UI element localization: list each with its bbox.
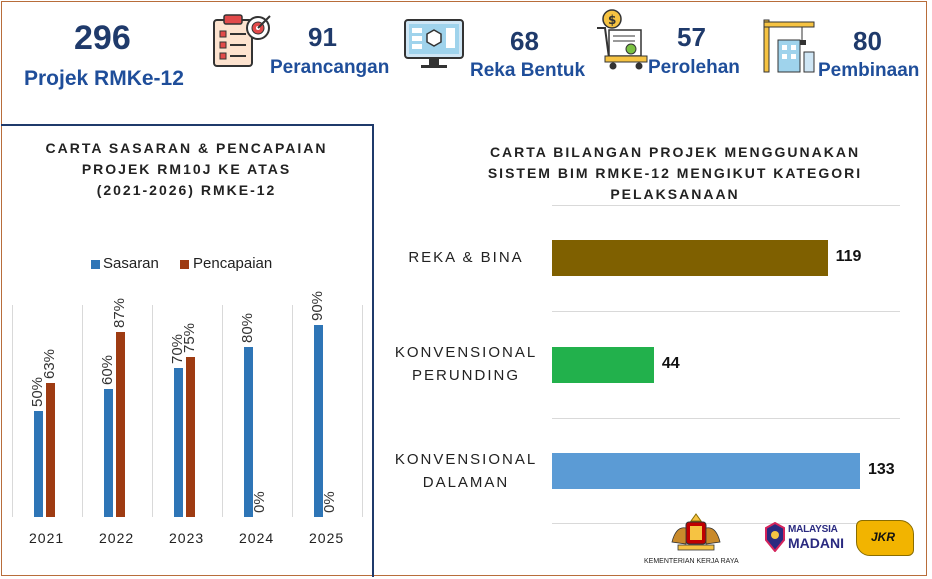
data-label-sasaran-2024: 80% [239, 312, 256, 343]
right-chart-title-line-3: PELAKSANAAN [610, 186, 740, 202]
left-chart-title-line-3: (2021-2026) RMKE-12 [96, 182, 277, 198]
hbar-category-line: REKA & BINA [408, 249, 524, 266]
data-label-sasaran-2022: 60% [99, 355, 116, 386]
data-label-pencapaian-2023: 75% [181, 323, 198, 354]
legend-pencapaian: Pencapaian [193, 255, 273, 272]
bar-sasaran-2022 [104, 389, 113, 517]
hbar-category-line: KONVENSIONAL [394, 344, 538, 361]
hbar-reka-bina [552, 240, 828, 276]
right-chart-title-line-1: CARTA BILANGAN PROJEK MENGGUNAKAN [489, 144, 861, 160]
hbar-konvensional-dalaman [552, 453, 860, 489]
legend-sasaran: Sasaran [103, 255, 159, 272]
total-projects-value: 296 [74, 19, 131, 57]
madani-text-line-2: MADANI [788, 535, 844, 551]
legend-swatch-sasaran [91, 260, 100, 269]
right-chart-gridline [552, 418, 900, 419]
left-chart-gridline [222, 305, 223, 517]
left-chart-gridline [292, 305, 293, 517]
total-projects-label: Projek RMKe-12 [24, 67, 184, 90]
hbar-category-label: KONVENSIONAL DALAMAN [388, 448, 544, 494]
legend-swatch-pencapaian [180, 260, 189, 269]
bar-sasaran-2025 [314, 325, 323, 517]
data-label-pencapaian-2024: 0% [251, 491, 268, 513]
target-achievement-panel [1, 124, 374, 577]
bar-sasaran-2021 [34, 410, 43, 517]
bar-sasaran-2024 [244, 346, 253, 517]
left-chart-gridline [362, 305, 363, 517]
stat-reka-bentuk-value: 68 [510, 26, 539, 56]
svg-text:$: $ [608, 13, 616, 27]
data-label-pencapaian-2022: 87% [111, 297, 128, 328]
hbar-category-label: REKA & BINA [388, 246, 544, 269]
bar-sasaran-2023 [174, 367, 183, 517]
stat-pembinaan-label: Pembinaan [818, 60, 920, 81]
data-label-sasaran-2025: 90% [309, 291, 326, 322]
bar-pencapaian-2022 [116, 331, 125, 517]
hbar-category-label: KONVENSIONAL PERUNDING [388, 341, 544, 387]
cart-procurement-icon: $ [595, 8, 651, 75]
x-tick-2021: 2021 [29, 530, 65, 546]
hbar-category-line: PERUNDING [411, 367, 520, 384]
hbar-category-line: KONVENSIONAL [394, 451, 538, 468]
left-chart-title-line-1: CARTA SASARAN & PENCAPAIAN [45, 140, 328, 156]
jkr-logo-text: JKR [871, 530, 896, 544]
stat-perolehan-value: 57 [677, 22, 706, 52]
data-label-sasaran-2021: 50% [29, 376, 46, 407]
kkr-logo-text: KEMENTERIAN KERJA RAYA [644, 558, 739, 565]
stat-perolehan-label: Perolehan [648, 57, 740, 78]
x-tick-2025: 2025 [309, 530, 345, 546]
hbar-category-line: DALAMAN [422, 474, 510, 491]
x-tick-2022: 2022 [99, 530, 135, 546]
data-label-pencapaian-2021: 63% [41, 348, 58, 379]
left-chart-title-line-2: PROJEK RM10J KE ATAS [81, 161, 292, 177]
bar-pencapaian-2021 [46, 382, 55, 517]
kkr-crest-logo [668, 512, 724, 559]
hbar-konvensional-perunding [552, 347, 654, 383]
stat-pembinaan-value: 80 [853, 26, 882, 56]
right-chart-gridline [552, 523, 900, 524]
madani-text-line-1: MALAYSIA [788, 524, 838, 535]
hbar-value-label: 119 [835, 248, 862, 265]
malaysia-madani-logo: MALAYSIA MADANI [764, 522, 844, 554]
left-chart-gridline [12, 305, 13, 517]
right-chart-title-line-2: SISTEM BIM RMKE-12 MENGIKUT KATEGORI [487, 165, 863, 181]
crane-construction-icon [758, 18, 818, 79]
stat-reka-bentuk-label: Reka Bentuk [470, 60, 586, 81]
bar-pencapaian-2023 [186, 357, 195, 517]
right-chart-gridline [552, 311, 900, 312]
stat-perancangan-value: 91 [308, 22, 337, 52]
x-tick-2024: 2024 [239, 530, 275, 546]
stat-perancangan-label: Perancangan [270, 57, 390, 78]
left-chart-gridline [82, 305, 83, 517]
jkr-logo: JKR [856, 520, 914, 556]
clipboard-target-icon [210, 12, 274, 73]
monitor-design-icon [403, 18, 465, 75]
left-chart-gridline [152, 305, 153, 517]
data-label-pencapaian-2025: 0% [321, 491, 338, 513]
hbar-value-label: 133 [868, 461, 895, 478]
right-chart-gridline [552, 205, 900, 206]
x-tick-2023: 2023 [169, 530, 205, 546]
hbar-value-label: 44 [661, 355, 680, 372]
